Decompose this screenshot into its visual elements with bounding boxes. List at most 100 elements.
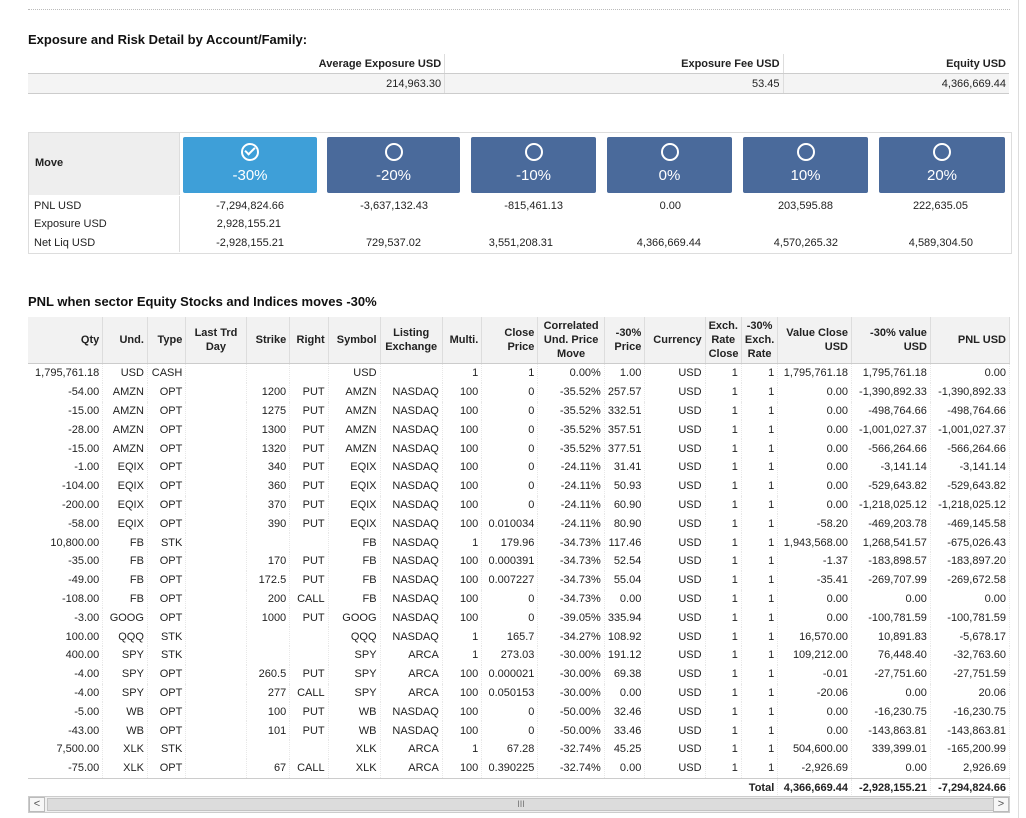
pnl-cell: 0.000391 [481,551,539,571]
pnl-cell: CALL [289,683,329,703]
pnl-cell [185,683,247,703]
pnl-cell: -2,926.69 [777,758,852,779]
pnl-cell [289,645,329,665]
pnl-col-header: Currency [644,317,706,364]
pnl-cell: OPT [147,683,187,703]
pnl-cell: 1 [705,420,742,440]
pnl-cell: STK [147,739,187,759]
move-cell: -2,928,155.21 [216,237,284,249]
pnl-cell: 1 [741,457,779,477]
scroll-right-button[interactable]: > [993,797,1009,812]
pnl-cell: 1 [705,589,742,609]
pnl-cell: -3.00 [28,608,104,628]
move-button-plus20[interactable]: 20% [879,137,1005,193]
pnl-cell: USD [644,645,706,665]
move-button-zero[interactable]: 0% [607,137,732,193]
pnl-row: -3.00 GOOG OPT 1000 PUT GOOG NASDAQ 100 0 -39.05%… [28,608,1010,628]
pnl-col-header: Last Trd Day [185,317,247,364]
pnl-cell [185,551,247,571]
pnl-cell: 0.007227 [481,570,539,590]
scroll-left-button[interactable]: < [29,797,45,812]
pnl-cell [185,758,247,779]
pnl-cell: 0.00 [604,758,646,779]
pnl-cell: -566,264.66 [930,439,1010,458]
pnl-cell: NASDAQ [380,589,443,609]
pnl-cell: OPT [147,457,187,477]
pnl-cell: 45.25 [604,739,646,759]
move-button-minus30[interactable]: -30% [183,137,317,193]
pnl-cell: 1 [705,702,742,722]
pnl-cell [185,457,247,477]
pnl-cell: -143,863.81 [930,721,1010,740]
pnl-cell: 0.00 [604,683,646,703]
pnl-row: 100.00 QQQ STK QQQ NASDAQ 1 165.7 -34.27% 108.92… [28,627,1010,646]
scroll-thumb[interactable]: III [47,798,995,811]
move-label: Move [35,157,64,169]
move-row-label: Exposure USD [34,218,107,230]
pnl-cell: NASDAQ [380,627,443,646]
pnl-cell: 0 [481,401,539,421]
pnl-cell: 0.00 [930,363,1010,383]
pnl-cell: 0.00 [777,476,852,496]
pnl-cell: ARCA [380,758,443,779]
pnl-cell: -35.00 [28,551,104,571]
pnl-cell: -1,001,027.37 [930,420,1010,440]
pnl-cell: -34.73% [537,570,605,590]
pnl-cell: -50.00% [537,702,605,722]
radio-circle-icon [933,143,951,161]
pnl-cell: WB [102,721,148,740]
pnl-cell: 100 [442,514,483,534]
pnl-cell: -3,141.14 [851,457,931,477]
pnl-cell: 60.90 [604,495,646,515]
pnl-cell: FB [102,551,148,571]
pnl-cell: 1,268,541.57 [851,533,931,552]
pnl-cell: -4.00 [28,683,104,703]
move-button-minus20[interactable]: -20% [327,137,460,193]
pnl-col-header: Value Close USD [777,317,852,364]
pnl-cell: 80.90 [604,514,646,534]
pnl-cell: 377.51 [604,439,646,458]
pnl-cell: 0 [481,702,539,722]
pnl-cell [380,363,443,383]
pnl-cell [185,589,247,609]
pnl-cell: AMZN [102,382,148,402]
move-button-minus10[interactable]: -10% [471,137,596,193]
pnl-cell: OPT [147,551,187,571]
pnl-cell: 0.00 [777,495,852,515]
move-scenario-panel: Move -30% -20% -10% 0% 10% 20% PNL USD [28,132,1012,254]
pnl-cell: -32.74% [537,739,605,759]
pnl-cell: -100,781.59 [851,608,931,628]
pnl-cell: 100 [442,664,483,684]
pnl-cell: OPT [147,420,187,440]
pnl-cell: 0 [481,382,539,402]
pnl-cell [289,533,329,552]
pnl-cell: 0.00 [777,589,852,609]
pnl-cell [185,476,247,496]
pnl-col-header: -30% value USD [851,317,931,364]
horizontal-scrollbar[interactable]: < III > [28,796,1010,813]
pnl-cell: USD [644,457,706,477]
pnl-cell: NASDAQ [380,570,443,590]
pnl-cell: 504,600.00 [777,739,852,759]
pnl-cell: 1 [741,721,779,740]
pnl-cell: OPT [147,589,187,609]
pnl-cell [185,739,247,759]
move-row-exposure: Exposure USD 2,928,155.21 [29,215,1011,233]
pnl-cell: 191.12 [604,645,646,665]
pnl-col-header: Right [289,317,329,364]
pnl-cell: 52.54 [604,551,646,571]
pnl-cell: USD [644,551,706,571]
pnl-cell: PUT [289,721,329,740]
pnl-cell: 20.06 [930,683,1010,703]
pnl-cell: 1 [741,476,779,496]
pnl-cell: 1200 [246,382,291,402]
pnl-col-header: Close Price [481,317,539,364]
pnl-cell: NASDAQ [380,551,443,571]
pnl-cell: USD [102,363,148,383]
pnl-cell: USD [644,664,706,684]
move-button-plus10[interactable]: 10% [743,137,868,193]
pnl-row: -4.00 SPY OPT 260.5 PUT SPY ARCA 100 0.000021 -30… [28,664,1010,684]
pnl-cell: 200 [246,589,291,609]
pnl-cell: SPY [328,664,381,684]
